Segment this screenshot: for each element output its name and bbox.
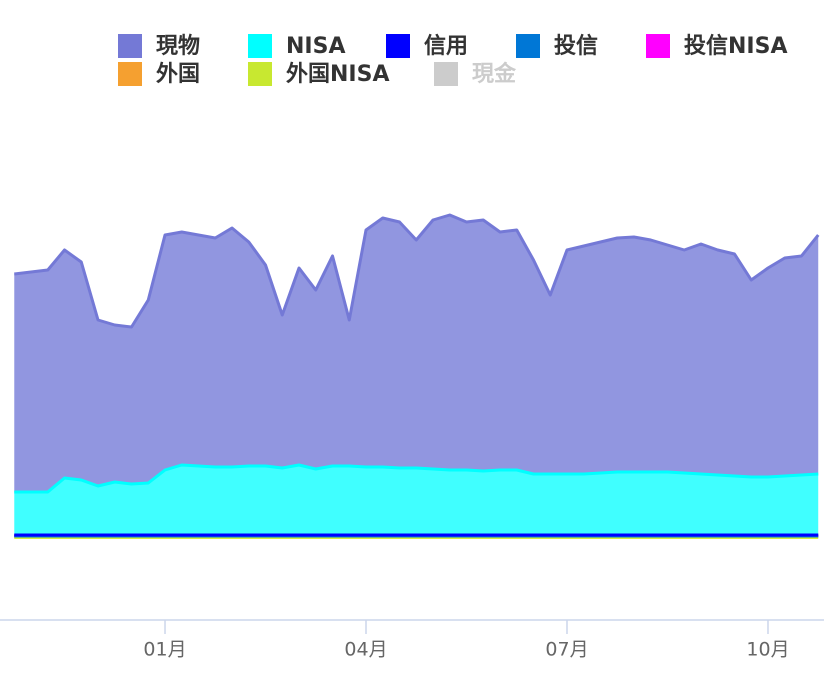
plot-area — [14, 213, 820, 539]
legend-swatch — [516, 34, 540, 58]
legend-label: 現金 — [472, 61, 517, 87]
legend-swatch — [434, 62, 458, 86]
area-fill — [14, 465, 819, 535]
legend-item[interactable]: NISA — [248, 34, 345, 59]
x-tick-label: 07月 — [545, 639, 588, 661]
legend-item[interactable]: 外国NISA — [248, 61, 389, 87]
legend-label: 外国NISA — [286, 61, 389, 87]
legend-label: NISA — [286, 34, 345, 59]
legend-label: 現物 — [156, 33, 200, 59]
legend-swatch — [386, 34, 410, 58]
legend-item[interactable]: 投信NISA — [646, 33, 787, 59]
series-line — [14, 463, 819, 494]
legend-item[interactable]: 現物 — [118, 33, 200, 59]
series-line — [14, 213, 820, 329]
legend-swatch — [118, 62, 142, 86]
area-fill — [14, 215, 819, 492]
legend-swatch — [118, 34, 142, 58]
legend-item[interactable]: 外国 — [118, 61, 200, 87]
legend-swatch — [248, 62, 272, 86]
x-tick-label: 10月 — [746, 639, 789, 661]
x-tick-label: 04月 — [344, 639, 387, 661]
legend-item[interactable]: 現金 — [434, 61, 517, 87]
legend: 現物 NISA 信用 投信 投信NISA 外国 外国NISA 現金 — [118, 33, 787, 87]
legend-swatch — [248, 34, 272, 58]
legend-label: 投信 — [554, 33, 598, 59]
legend-item[interactable]: 投信 — [516, 33, 598, 59]
x-axis: 01月 04月 07月 10月 — [0, 619, 824, 661]
legend-label: 外国 — [156, 61, 200, 87]
x-tick-label: 01月 — [143, 639, 186, 661]
legend-label: 信用 — [424, 33, 468, 59]
legend-swatch — [646, 34, 670, 58]
legend-label: 投信NISA — [684, 33, 787, 59]
legend-item[interactable]: 信用 — [386, 33, 468, 59]
